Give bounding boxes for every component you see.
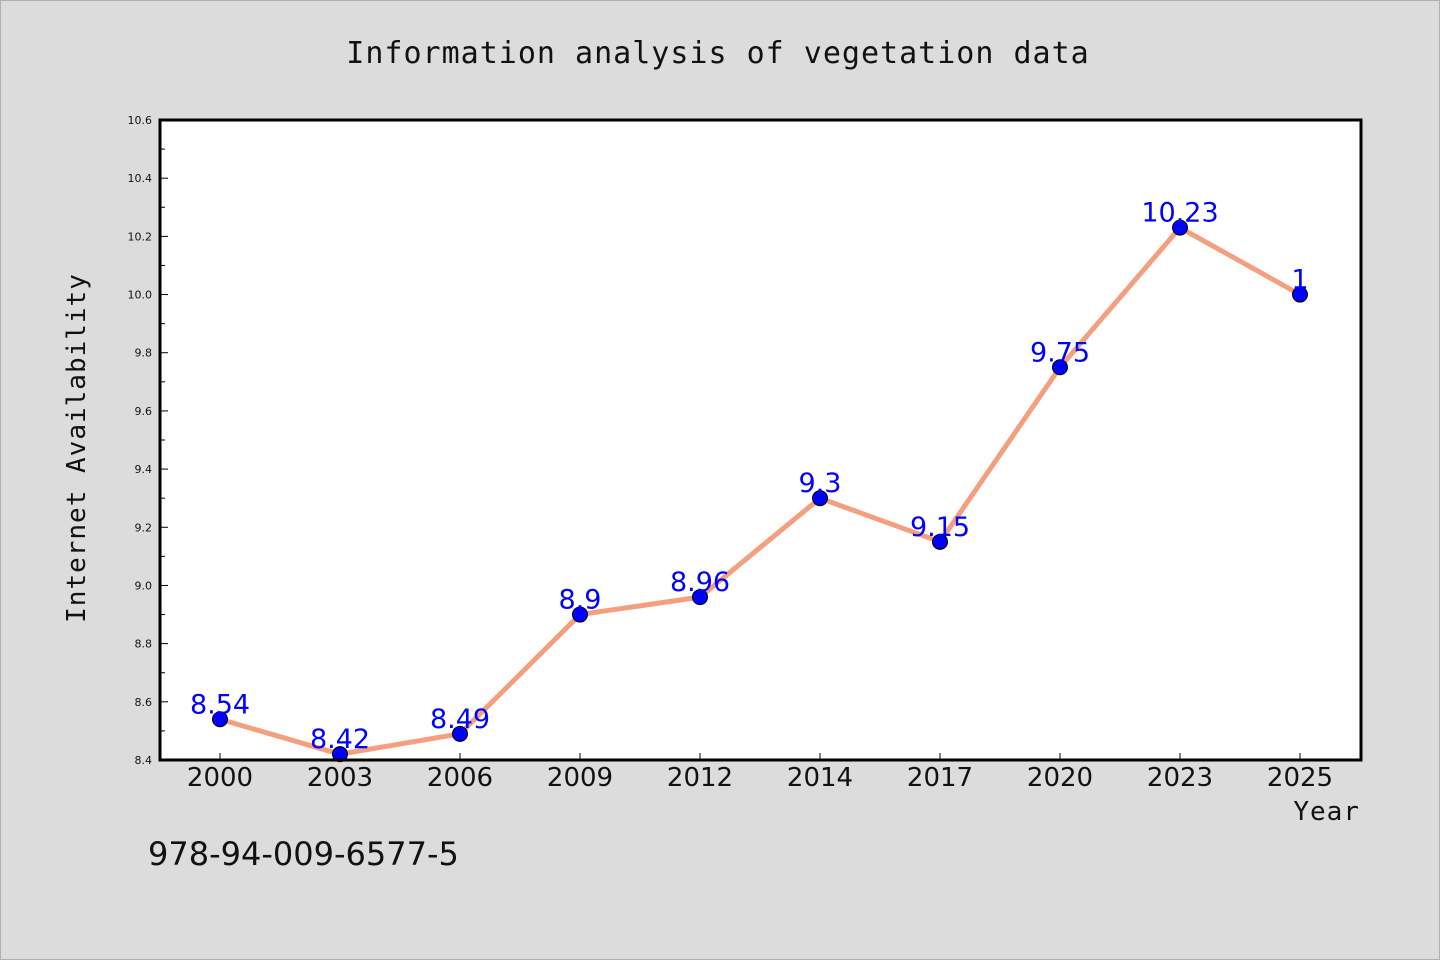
data-value-label: 8.96: [670, 567, 730, 598]
data-point: [692, 589, 708, 606]
y-tick-label: 10.2: [128, 230, 153, 243]
x-tick-label: 2020: [1027, 763, 1093, 793]
data-point: [932, 533, 948, 550]
data-labels: 8.54 8.42 8.49 8.9 8.96 9.3 9.15 9.75 10.23 1: [190, 198, 1309, 756]
data-value-label: 9.75: [1030, 337, 1090, 368]
x-tick-label: 2014: [787, 763, 853, 793]
plot-area: [160, 120, 1361, 760]
y-tick-label: 10.6: [128, 114, 153, 127]
data-point: [1172, 219, 1188, 236]
y-tick-label: 9.6: [135, 405, 153, 418]
y-tick-label: 8.4: [135, 754, 153, 767]
x-tick-label: 2025: [1267, 763, 1333, 793]
y-tick-label: 8.6: [135, 696, 153, 709]
data-point: [812, 490, 828, 507]
x-tick-label: 2009: [547, 763, 613, 793]
y-tick-label: 9.0: [135, 579, 153, 592]
series-markers: [212, 219, 1308, 763]
data-point: [452, 725, 468, 742]
chart-title: Information analysis of vegetation data: [346, 36, 1089, 71]
data-point: [572, 606, 588, 623]
x-tick-label: 2003: [307, 763, 373, 793]
y-tick-label: 10.0: [128, 289, 153, 302]
data-point: [1052, 359, 1068, 376]
data-value-label: 9.15: [910, 512, 970, 543]
data-value-label: 8.9: [559, 585, 602, 616]
y-axis-label: Internet Availability: [62, 273, 92, 623]
data-value-label: 8.42: [310, 724, 370, 755]
data-point: [212, 711, 228, 728]
x-tick-label: 2006: [427, 763, 493, 793]
data-point: [332, 746, 348, 763]
data-value-label: 8.49: [430, 704, 490, 735]
x-tick-label: 2023: [1147, 763, 1213, 793]
plot-border: [158, 118, 1363, 762]
x-tick-label: 2017: [907, 763, 973, 793]
y-tick-label: 8.8: [135, 638, 153, 651]
data-value-label: 1: [1291, 265, 1308, 296]
data-value-label: 9.3: [799, 468, 842, 499]
y-tick-label: 9.8: [135, 347, 153, 360]
x-axis-label: Year: [1293, 797, 1360, 827]
x-axis-ticks: 2000 2003 2006 2009 2012 2014 2017 2020 2023 2025: [187, 753, 1333, 793]
footnote-text: 978-94-009-6577-5: [148, 835, 459, 873]
y-tick-label: 10.4: [128, 172, 153, 185]
series-line: [219, 225, 1302, 757]
data-point: [1292, 286, 1308, 303]
y-axis-ticks: 8.4 8.6 8.8 9.0 9.2 9.4 9.6 9.8 10.0 10.2 10.4 10.6: [128, 114, 168, 767]
x-tick-label: 2000: [187, 763, 253, 793]
data-value-label: 8.54: [190, 689, 250, 720]
data-value-label: 10.23: [1141, 198, 1218, 229]
y-tick-label: 9.4: [135, 463, 153, 476]
x-tick-label: 2012: [667, 763, 733, 793]
y-tick-label: 9.2: [135, 521, 153, 534]
